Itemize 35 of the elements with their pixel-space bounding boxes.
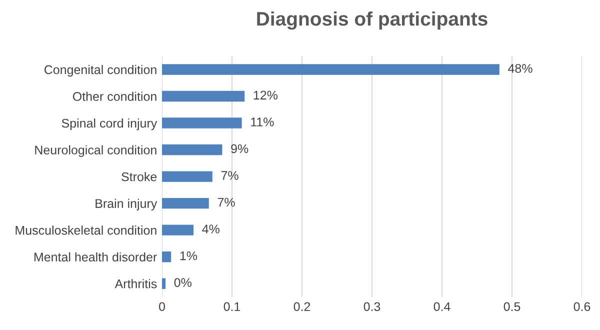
- x-tick-label: 0.2: [294, 302, 310, 312]
- bar: [162, 90, 245, 102]
- y-tick-label: Other condition: [72, 92, 156, 101]
- y-tick-label: Spinal cord injury: [62, 118, 158, 130]
- bar: [162, 118, 242, 128]
- data-label: 0%: [174, 278, 192, 287]
- x-tick-label: 0.4: [434, 302, 450, 312]
- x-tick-label: 0: [159, 302, 165, 312]
- y-tick-label: Mental health disorder: [34, 252, 157, 262]
- y-tick-label: Arthritis: [114, 279, 157, 288]
- bar: [162, 224, 194, 236]
- bar: [162, 64, 500, 75]
- x-tick-label: 0.1: [224, 302, 240, 312]
- bar: [162, 171, 212, 182]
- data-label: 7%: [221, 171, 238, 180]
- y-tick-label: Congenital condition: [44, 64, 156, 77]
- data-label: 7%: [218, 198, 235, 207]
- x-tick-label: 0.5: [504, 302, 520, 312]
- bar: [162, 278, 166, 289]
- bar: [162, 144, 222, 156]
- y-tick-label: Musculoskeletal condition: [16, 226, 156, 235]
- data-label: 48%: [508, 64, 532, 73]
- data-label: 11%: [251, 118, 274, 126]
- x-tick-label: 0.6: [574, 302, 590, 312]
- y-tick-label: Stroke: [122, 172, 157, 182]
- data-label: 4%: [202, 224, 220, 234]
- y-tick-label: Neurological condition: [35, 145, 156, 157]
- bar: [162, 251, 172, 262]
- y-tick-label: Brain injury: [96, 198, 158, 210]
- data-label: 1%: [180, 251, 198, 260]
- data-label: 9%: [231, 144, 248, 154]
- x-tick-label: 0.3: [364, 302, 380, 312]
- chart-title: Diagnosis of participants: [257, 11, 488, 30]
- bar: [162, 198, 209, 209]
- data-label: 12%: [254, 90, 278, 100]
